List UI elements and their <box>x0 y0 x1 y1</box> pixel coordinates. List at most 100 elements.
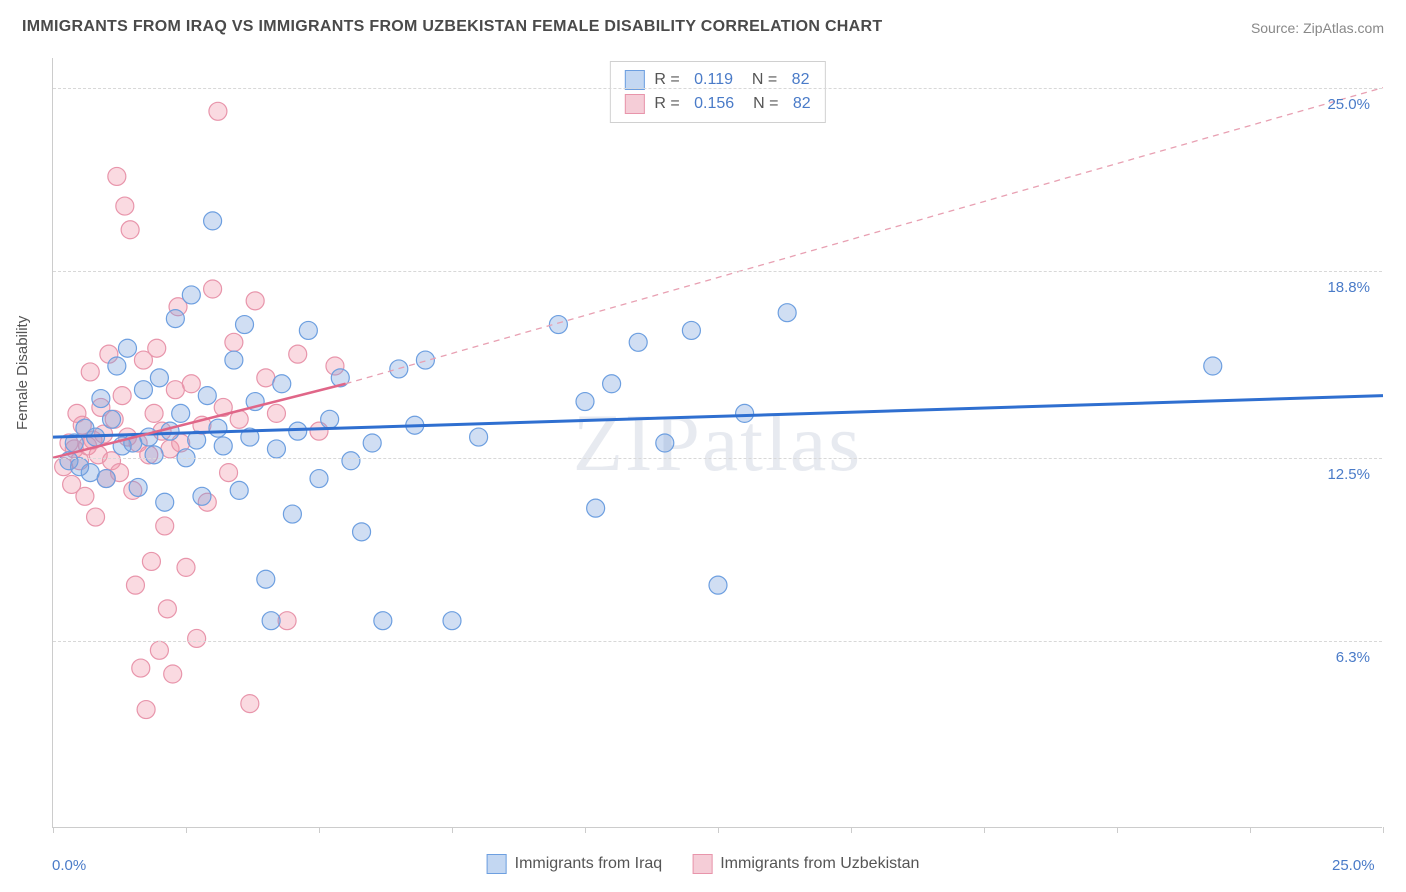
data-point <box>97 470 115 488</box>
data-point <box>87 508 105 526</box>
data-point <box>198 387 216 405</box>
x-tick <box>718 827 719 833</box>
x-tick <box>186 827 187 833</box>
data-point <box>587 499 605 517</box>
legend-n-label: N = <box>744 92 783 116</box>
data-point <box>236 316 254 334</box>
data-point <box>214 437 232 455</box>
data-point <box>108 357 126 375</box>
chart-title: IMMIGRANTS FROM IRAQ VS IMMIGRANTS FROM … <box>22 18 882 36</box>
data-point <box>164 665 182 683</box>
data-point <box>257 570 275 588</box>
data-point <box>145 404 163 422</box>
gridline <box>53 458 1382 459</box>
correlation-legend: R = 0.119 N = 82R = 0.156 N = 82 <box>609 61 825 123</box>
legend-swatch <box>487 854 507 874</box>
data-point <box>148 339 166 357</box>
data-point <box>656 434 674 452</box>
data-point <box>289 345 307 363</box>
data-point <box>145 446 163 464</box>
data-point <box>267 404 285 422</box>
data-point <box>576 393 594 411</box>
y-tick-label: 25.0% <box>1327 96 1370 113</box>
x-tick <box>851 827 852 833</box>
x-tick <box>53 827 54 833</box>
data-point <box>158 600 176 618</box>
x-tick <box>984 827 985 833</box>
data-point <box>629 333 647 351</box>
data-point <box>81 464 99 482</box>
data-point <box>121 221 139 239</box>
data-point <box>129 478 147 496</box>
data-point <box>156 517 174 535</box>
legend-series-name: Immigrants from Iraq <box>515 855 663 873</box>
x-tick <box>452 827 453 833</box>
source-attribution: Source: ZipAtlas.com <box>1251 20 1384 36</box>
data-point <box>193 487 211 505</box>
data-point <box>257 369 275 387</box>
data-point <box>736 404 754 422</box>
data-point <box>416 351 434 369</box>
x-tick <box>1250 827 1251 833</box>
data-point <box>113 387 131 405</box>
data-point <box>204 212 222 230</box>
legend-item: Immigrants from Iraq <box>487 854 663 874</box>
legend-swatch <box>692 854 712 874</box>
data-point <box>172 404 190 422</box>
data-point <box>204 280 222 298</box>
plot-area: ZIPatlas R = 0.119 N = 82R = 0.156 N = 8… <box>52 58 1382 828</box>
data-point <box>76 487 94 505</box>
data-point <box>299 321 317 339</box>
y-axis-label: Female Disability <box>14 316 31 430</box>
data-point <box>92 390 110 408</box>
data-point <box>374 612 392 630</box>
data-point <box>241 695 259 713</box>
data-point <box>225 351 243 369</box>
legend-series-name: Immigrants from Uzbekistan <box>720 855 919 873</box>
legend-row: R = 0.156 N = 82 <box>624 92 810 116</box>
x-tick <box>1383 827 1384 833</box>
data-point <box>177 558 195 576</box>
data-point <box>778 304 796 322</box>
data-point <box>137 701 155 719</box>
data-point <box>682 321 700 339</box>
data-point <box>1204 357 1222 375</box>
data-point <box>230 481 248 499</box>
data-point <box>166 381 184 399</box>
data-point <box>150 641 168 659</box>
data-point <box>225 333 243 351</box>
data-point <box>289 422 307 440</box>
data-point <box>209 102 227 120</box>
data-point <box>108 167 126 185</box>
gridline <box>53 641 1382 642</box>
data-point <box>283 505 301 523</box>
x-tick <box>319 827 320 833</box>
data-point <box>709 576 727 594</box>
data-point <box>116 197 134 215</box>
legend-swatch <box>624 94 644 114</box>
legend-r-value: 0.156 <box>694 92 734 116</box>
data-point <box>134 381 152 399</box>
data-point <box>342 452 360 470</box>
data-point <box>126 576 144 594</box>
data-point <box>273 375 291 393</box>
data-point <box>353 523 371 541</box>
data-point <box>132 659 150 677</box>
y-tick-label: 18.8% <box>1327 279 1370 296</box>
data-point <box>443 612 461 630</box>
data-point <box>220 464 238 482</box>
data-point <box>262 612 280 630</box>
data-point <box>310 470 328 488</box>
series-legend: Immigrants from Iraq Immigrants from Uzbe… <box>487 854 920 874</box>
x-tick-label: 0.0% <box>52 857 86 874</box>
legend-n-value: 82 <box>793 92 811 116</box>
legend-r-label: R = <box>654 92 684 116</box>
data-point <box>166 310 184 328</box>
y-tick-label: 6.3% <box>1336 649 1370 666</box>
gridline <box>53 271 1382 272</box>
data-point <box>182 375 200 393</box>
data-point <box>267 440 285 458</box>
data-point <box>246 292 264 310</box>
chart-svg <box>53 58 1382 827</box>
data-point <box>103 410 121 428</box>
